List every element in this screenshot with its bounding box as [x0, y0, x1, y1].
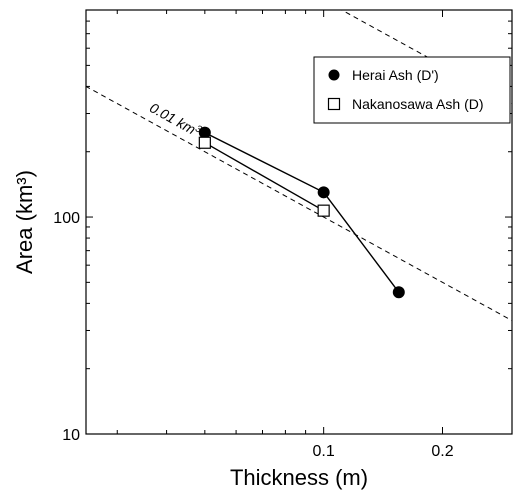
series-0-point-1	[317, 186, 330, 199]
y-axis-title: Area (km³)	[12, 170, 37, 274]
x-tick-label-0: 0.1	[313, 443, 335, 460]
x-tick-label-1: 0.2	[431, 443, 453, 460]
legend-box	[313, 56, 511, 124]
series-0-point-0	[198, 126, 211, 139]
series-0-point-2	[392, 286, 405, 299]
y-tick-label-1: 100	[53, 210, 80, 227]
legend-marker-0	[328, 69, 340, 81]
series-line-1	[204, 142, 325, 212]
series-layer	[198, 126, 405, 299]
series-line-0	[204, 131, 400, 293]
legend-label-1: Nakanosawa Ash (D)	[352, 96, 484, 112]
legend: Herai Ash (D') Nakanosawa Ash (D)	[313, 56, 511, 124]
y-tick-label-0: 10	[62, 427, 80, 444]
series-1-point-1	[317, 204, 330, 217]
plot-frame	[85, 9, 513, 435]
legend-label-0: Herai Ash (D')	[352, 67, 439, 83]
axes: 0.1 0.2 10 100 Thickness (m) Area (km³)	[12, 9, 513, 490]
volume-line-2	[86, 85, 512, 322]
series-1-point-0	[198, 136, 211, 149]
volume-line-label-2: 0.01 km3	[147, 99, 204, 140]
volume-lines-group	[86, 10, 512, 322]
legend-marker-1	[327, 97, 341, 111]
x-axis-title: Thickness (m)	[230, 465, 368, 490]
